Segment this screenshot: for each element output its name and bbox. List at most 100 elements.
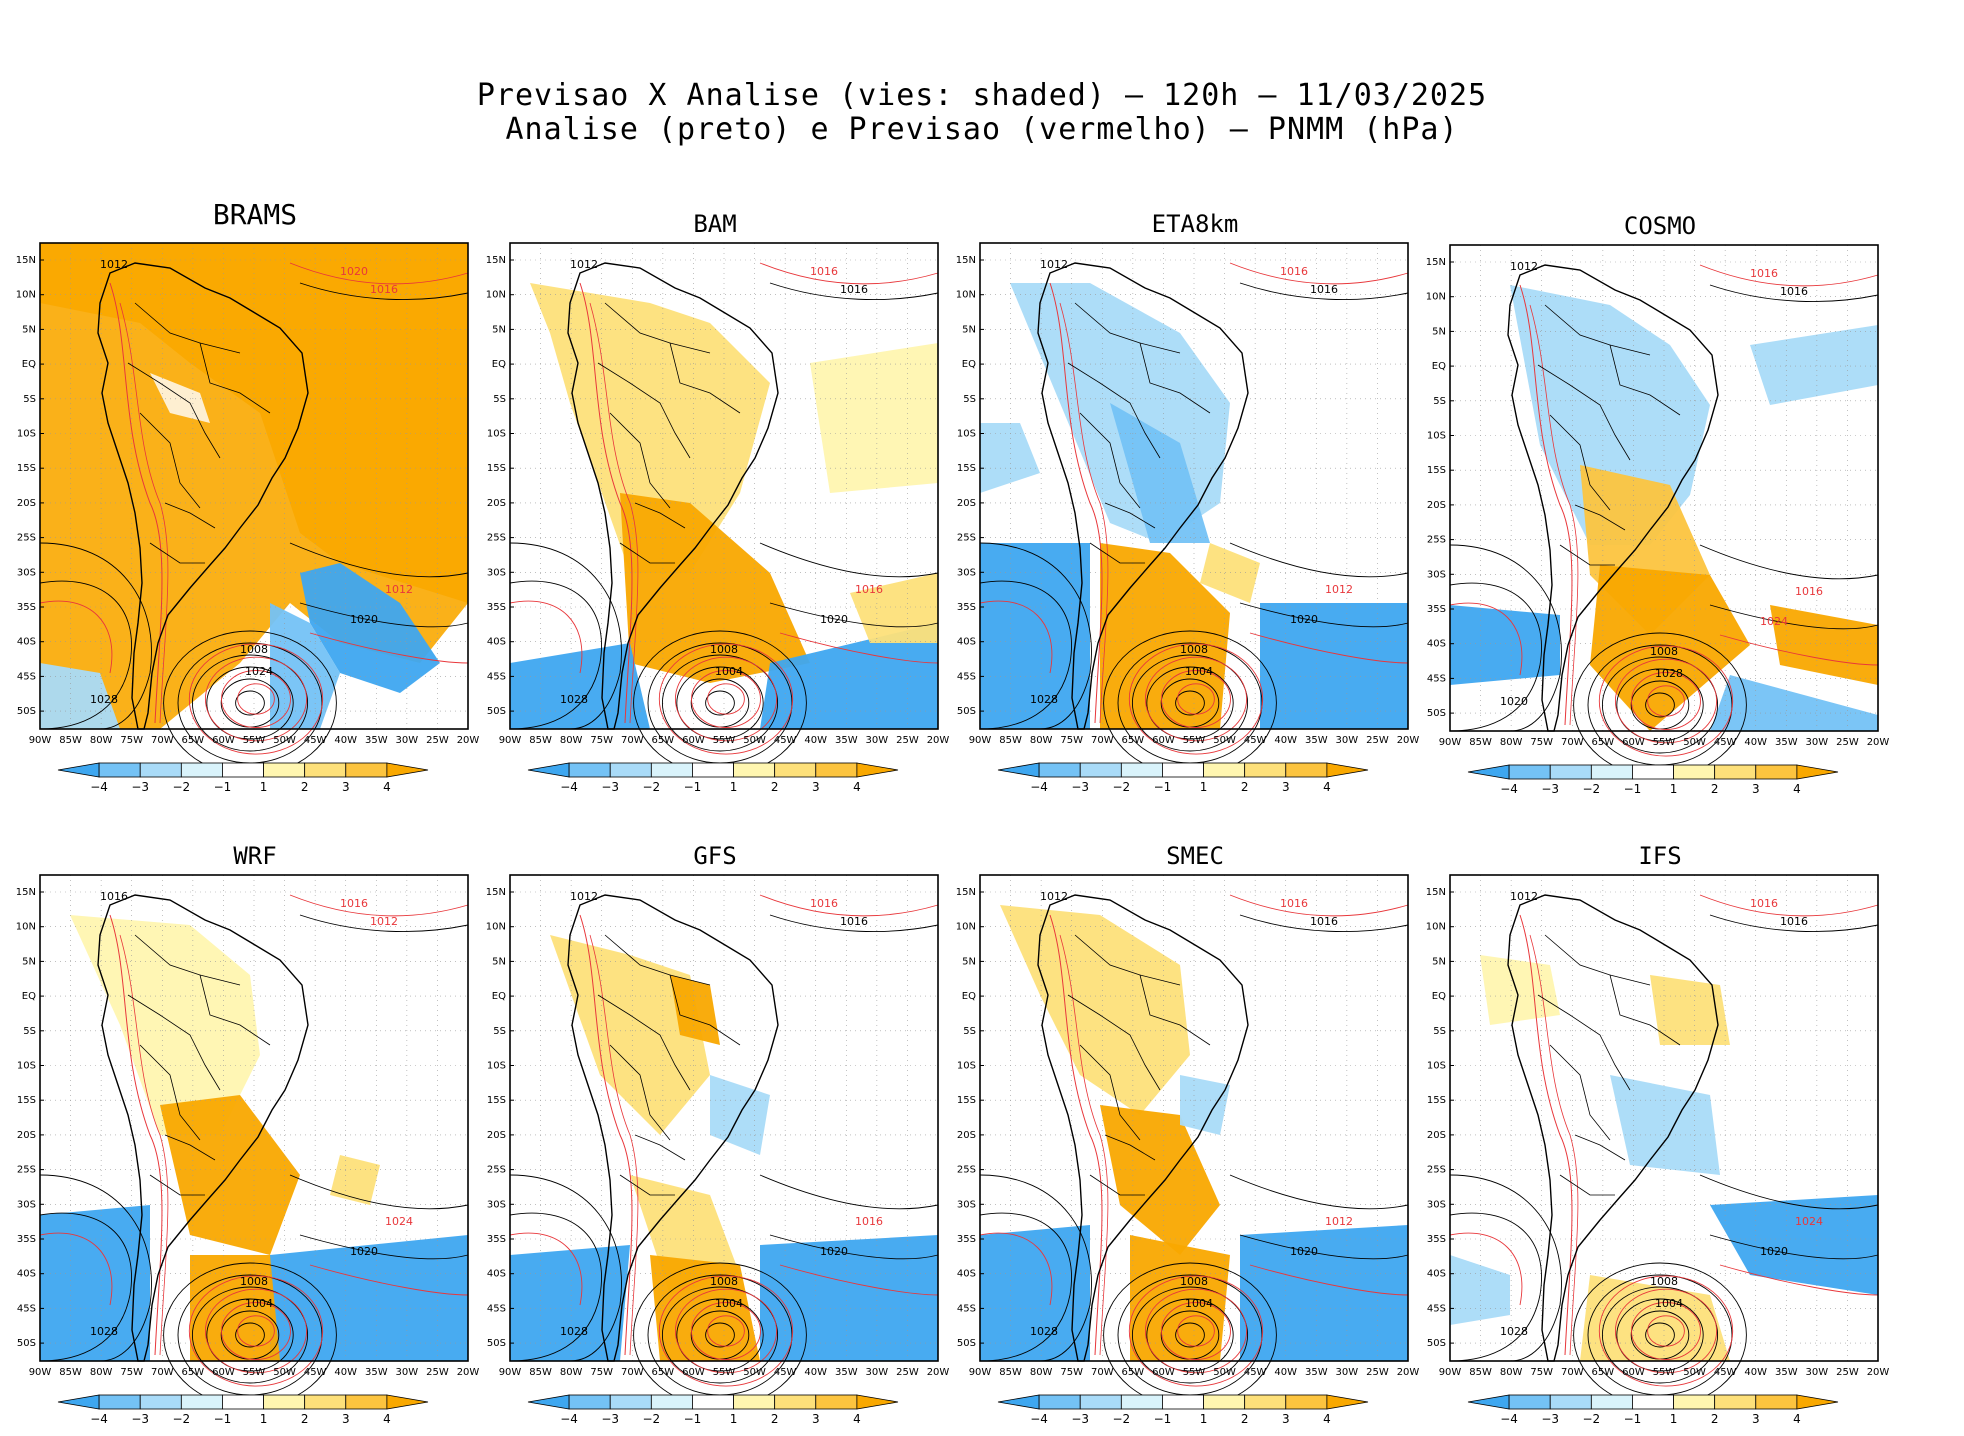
- lon-tick-label: 25W: [1366, 1367, 1389, 1378]
- lon-tick-label: 20W: [1397, 1367, 1420, 1378]
- lat-tick-label: 45S: [957, 671, 976, 682]
- isobar-label: 1008: [1180, 643, 1208, 656]
- bias-shading: [510, 1245, 630, 1361]
- isobar-label: 1008: [240, 643, 268, 656]
- lon-tick-label: 90W: [499, 735, 522, 746]
- lon-tick-label: 35W: [835, 735, 858, 746]
- colorbar-label: 1: [260, 780, 268, 794]
- lat-tick-label: 15N: [1426, 257, 1446, 268]
- bias-shading: [1590, 565, 1750, 731]
- panel-title: SMEC: [1166, 842, 1224, 870]
- lon-tick-label: 35W: [1305, 1367, 1328, 1378]
- isobar-label: 1012: [385, 583, 413, 596]
- colorbar-segment: [139, 1394, 182, 1410]
- colorbar-segment: [98, 762, 141, 778]
- isobar-label: 1016: [1750, 897, 1778, 910]
- colorbar-label: −2: [1112, 780, 1130, 794]
- lon-tick-label: 80W: [1500, 1367, 1523, 1378]
- isobar-label: 1012: [1510, 260, 1538, 273]
- colorbar-label: −2: [172, 780, 190, 794]
- lat-tick-label: 35S: [487, 1234, 506, 1245]
- lat-tick-label: 15N: [956, 887, 976, 898]
- colorbar-segment: [1120, 1394, 1163, 1410]
- lat-tick-label: 30S: [1427, 569, 1446, 580]
- colorbar-segment: [1203, 1394, 1246, 1410]
- colorbar-label: −1: [684, 1412, 702, 1426]
- isobar-label: 1004: [1185, 665, 1213, 678]
- colorbar-segment: [1285, 1394, 1328, 1410]
- colorbar-segment: [263, 1394, 306, 1410]
- isobar-label: 1028: [1500, 1325, 1528, 1338]
- lat-tick-label: 15S: [487, 1095, 506, 1106]
- lon-tick-label: 55W: [713, 1367, 736, 1378]
- lat-tick-label: 20S: [957, 498, 976, 509]
- isobar-label: 1012: [1325, 1215, 1353, 1228]
- bias-shading: [150, 373, 210, 423]
- colorbar-label: 1: [1670, 782, 1678, 796]
- lon-tick-label: 35W: [1775, 737, 1798, 748]
- isobar-label: 1020: [820, 613, 848, 626]
- lat-tick-label: 30S: [487, 1199, 506, 1210]
- lat-tick-label: 20S: [487, 498, 506, 509]
- colorbar-label: −4: [1500, 782, 1518, 796]
- map-panel-wrf: WRF 1016 1016 1012 1008 1004 1028 1020 1024 15N 10…: [0, 830, 480, 1430]
- lon-tick-label: 50W: [1213, 735, 1236, 746]
- lat-tick-label: 5N: [962, 324, 976, 335]
- lat-tick-label: EQ: [1432, 361, 1446, 372]
- isobar-label: 1028: [560, 1325, 588, 1338]
- colorbar-arrow-right: [1326, 762, 1369, 778]
- isobar-label: 1008: [240, 1275, 268, 1288]
- bias-shading: [1450, 1255, 1510, 1325]
- colorbar-label: 3: [1752, 1412, 1760, 1426]
- panel-title: BRAMS: [212, 198, 298, 231]
- lat-tick-label: 50S: [17, 1338, 36, 1349]
- colorbar-segment: [180, 762, 223, 778]
- colorbar-label: −4: [1030, 1412, 1048, 1426]
- lat-tick-label: 35S: [957, 602, 976, 613]
- isobar-label: 1016: [1780, 285, 1808, 298]
- colorbar-segment: [815, 762, 858, 778]
- isobar-label: 1028: [90, 693, 118, 706]
- map-panel-cosmo: COSMO 1012 1016 1016 1008 1028 1020 1024 1016 15N…: [1410, 200, 1890, 800]
- lon-tick-label: 25W: [1836, 737, 1859, 748]
- isobar-label: 1016: [855, 583, 883, 596]
- bias-shading: [1100, 1105, 1220, 1255]
- lon-tick-label: 45W: [1714, 737, 1737, 748]
- lon-tick-label: 25W: [896, 1367, 919, 1378]
- colorbar-label: 2: [1241, 780, 1249, 794]
- lon-tick-label: 40W: [1744, 737, 1767, 748]
- lat-tick-label: 5N: [962, 956, 976, 967]
- lat-tick-label: 25S: [1427, 1165, 1446, 1176]
- lat-tick-label: 50S: [1427, 1338, 1446, 1349]
- lat-tick-label: 10N: [1426, 922, 1446, 933]
- colorbar-segment: [1244, 1394, 1287, 1410]
- colorbar-segment: [1714, 1394, 1757, 1410]
- lat-tick-label: 15N: [486, 255, 506, 266]
- map-panel-brams: BRAMS 1012 1020 1016 1008 1024 1028 1020 1012 15N…: [0, 198, 480, 798]
- lat-tick-label: 25S: [1427, 535, 1446, 546]
- lon-tick-label: 65W: [182, 735, 205, 746]
- colorbar-segment: [774, 762, 817, 778]
- bias-shading: [510, 643, 650, 729]
- colorbar-segment: [345, 762, 388, 778]
- lat-tick-label: 45S: [957, 1303, 976, 1314]
- lat-tick-label: 5S: [493, 394, 506, 405]
- bias-shading: [980, 1225, 1090, 1361]
- lon-tick-label: 80W: [560, 735, 583, 746]
- colorbar-segment: [815, 1394, 858, 1410]
- lon-tick-label: 60W: [212, 735, 235, 746]
- lat-tick-label: 50S: [487, 706, 506, 717]
- lat-tick-label: EQ: [492, 359, 506, 370]
- isobar-label: 1008: [710, 643, 738, 656]
- lat-tick-label: 15S: [1427, 465, 1446, 476]
- colorbar-label: −1: [684, 780, 702, 794]
- lon-tick-label: 75W: [120, 735, 143, 746]
- lat-tick-label: 50S: [17, 706, 36, 717]
- isobar-label: 1004: [1655, 1297, 1683, 1310]
- lon-tick-label: 75W: [590, 735, 613, 746]
- isobar-label: 1004: [1185, 1297, 1213, 1310]
- lon-tick-label: 90W: [1439, 737, 1462, 748]
- colorbar-arrow-left: [527, 762, 570, 778]
- lon-tick-label: 85W: [59, 1367, 82, 1378]
- lon-tick-label: 70W: [621, 1367, 644, 1378]
